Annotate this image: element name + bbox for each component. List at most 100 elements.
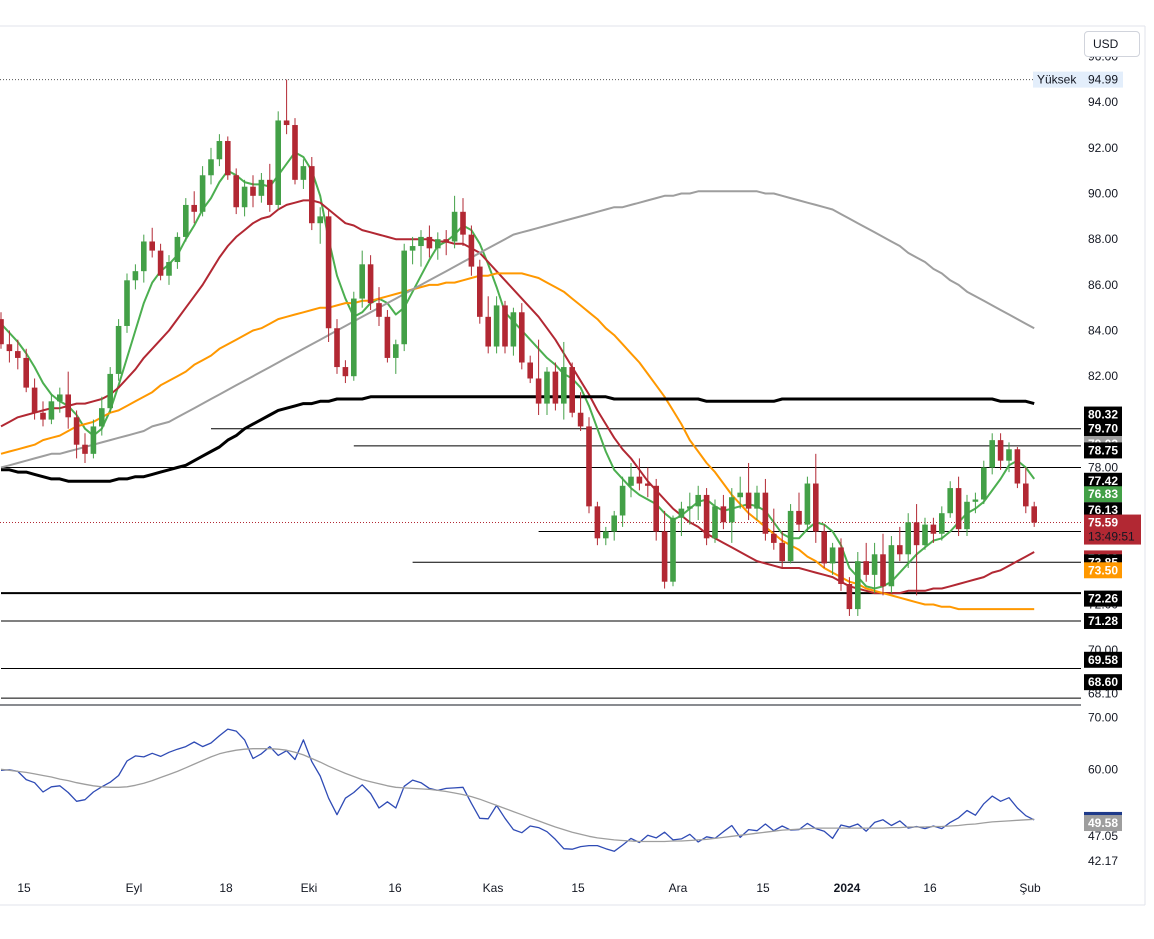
- candle: [939, 506, 945, 541]
- candle: [31, 378, 38, 420]
- candle-body: [359, 264, 365, 299]
- price-axis[interactable]: 96.0094.0092.0090.0088.0086.0084.0082.00…: [1033, 50, 1141, 869]
- candle-body: [628, 476, 634, 486]
- candle-body: [871, 554, 878, 575]
- candle: [1023, 467, 1029, 514]
- price-level-tag: 71.28: [1084, 612, 1122, 629]
- candle-body: [577, 412, 584, 427]
- candle-body: [955, 488, 962, 530]
- candle-body: [48, 401, 55, 420]
- time-tick-label: 2024: [834, 881, 861, 895]
- time-tick-label: Ara: [669, 881, 688, 895]
- candle-body: [258, 179, 265, 196]
- price-level-tag-text: 77.42: [1088, 474, 1118, 488]
- price-tick-label: 84.00: [1088, 324, 1118, 338]
- price-level-tag-text: 68.60: [1088, 675, 1118, 689]
- candle: [787, 504, 794, 564]
- candle: [477, 259, 483, 324]
- candle: [275, 111, 281, 210]
- candle-body: [477, 266, 483, 317]
- moving-average-line: [0, 272, 1035, 611]
- candle-body: [1031, 506, 1037, 523]
- candle: [309, 157, 315, 231]
- candle-body: [1014, 449, 1021, 484]
- candle: [468, 225, 475, 276]
- candle-body: [73, 417, 80, 445]
- candle-body: [367, 264, 374, 304]
- price-level-tag: 73.50: [1084, 562, 1122, 579]
- candle-body: [157, 250, 164, 276]
- candle: [216, 134, 223, 167]
- candle: [359, 250, 365, 308]
- candle-body: [720, 506, 727, 523]
- time-axis[interactable]: 15 Eyl 18 Eki 16 Kas 15 Ara 15 2024 16 Şub: [17, 881, 1041, 895]
- candle: [367, 255, 374, 310]
- candle: [107, 367, 113, 413]
- currency-button[interactable]: USD: [1084, 31, 1140, 57]
- price-level-tag: 77.42: [1084, 472, 1122, 489]
- candle: [418, 230, 424, 267]
- candle-body: [233, 175, 239, 208]
- price-level-tag: 80.32: [1084, 406, 1122, 423]
- candle-body: [1023, 483, 1029, 507]
- candle: [1014, 446, 1021, 489]
- candle: [779, 531, 785, 568]
- candle-body: [855, 561, 861, 610]
- candle: [132, 264, 139, 290]
- time-tick-label: Eki: [301, 881, 318, 895]
- candle-body: [384, 316, 391, 358]
- candle: [745, 462, 752, 521]
- candle: [569, 362, 575, 418]
- candle-body: [939, 513, 945, 534]
- candle: [48, 394, 55, 425]
- candle-body: [342, 367, 349, 377]
- candle: [947, 481, 953, 518]
- candle: [384, 309, 391, 363]
- candle-body: [636, 476, 643, 484]
- candle: [191, 191, 197, 224]
- candle-body: [15, 351, 21, 358]
- candle: [754, 485, 760, 521]
- candle: [594, 501, 601, 546]
- candle: [40, 401, 46, 427]
- candle-body: [989, 440, 995, 468]
- candle-body: [695, 494, 701, 507]
- candle-body: [191, 204, 197, 212]
- candle: [426, 225, 433, 258]
- candle: [292, 118, 298, 185]
- candle-body: [821, 531, 827, 564]
- price-tick-label: 78.00: [1088, 461, 1118, 475]
- candle-body: [309, 166, 315, 224]
- candle: [208, 147, 214, 185]
- time-tick-label: Şub: [1019, 881, 1041, 895]
- candle: [233, 168, 239, 215]
- candlesticks[interactable]: [0, 79, 1037, 616]
- candle-body: [376, 303, 382, 317]
- candle-body: [485, 316, 491, 347]
- candle-body: [922, 524, 928, 546]
- candle: [183, 198, 189, 242]
- price-tick-label: 90.00: [1088, 187, 1118, 201]
- candle-body: [771, 533, 777, 543]
- candle: [57, 387, 63, 413]
- candle-body: [460, 211, 466, 235]
- price-tick-label: 92.00: [1088, 141, 1118, 155]
- candle: [703, 488, 710, 546]
- price-level-tag-text: 79.70: [1088, 422, 1118, 436]
- candle: [443, 230, 449, 256]
- rsi-pane: [0, 728, 1035, 852]
- candle-body: [502, 305, 508, 347]
- candle-body: [510, 312, 517, 347]
- candle: [493, 296, 500, 354]
- candle: [603, 526, 609, 546]
- rsi-tick-label: 70.00: [1088, 711, 1118, 725]
- candle: [737, 476, 743, 509]
- time-tick-label: 15: [571, 881, 585, 895]
- candle: [527, 355, 533, 384]
- price-tick-label: 94.00: [1088, 95, 1118, 109]
- candle: [897, 526, 903, 562]
- candle-body: [267, 179, 273, 205]
- price-level-tag-text: 76.83: [1088, 487, 1118, 501]
- candle-body: [493, 305, 500, 347]
